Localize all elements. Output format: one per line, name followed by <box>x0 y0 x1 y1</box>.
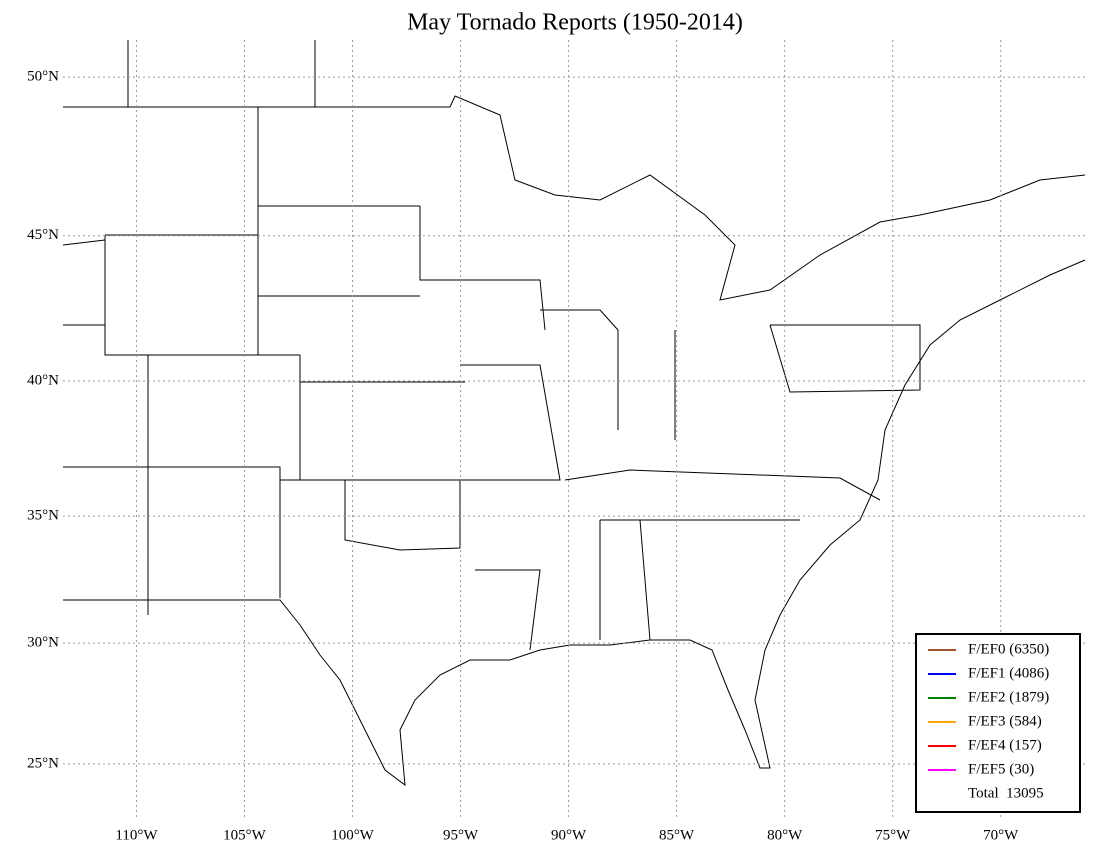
y-tick-label: 50°N <box>27 69 59 85</box>
x-tick-label: 75°W <box>875 827 911 843</box>
legend-label: F/EF4 (157) <box>968 737 1042 753</box>
y-tick-label: 40°N <box>27 372 59 388</box>
x-tick-label: 70°W <box>983 827 1019 843</box>
legend: F/EF0 (6350) F/EF1 (4086) F/EF2 (1879) F/EF… <box>915 633 1081 813</box>
y-tick-label: 30°N <box>27 635 59 651</box>
base-map <box>62 40 1086 787</box>
state-borders <box>62 40 921 651</box>
legend-label: F/EF5 (30) <box>968 761 1034 777</box>
x-tick-label: 105°W <box>223 827 266 843</box>
x-tick-label: 110°W <box>115 827 158 843</box>
x-tick-label: 85°W <box>659 827 695 843</box>
x-tick-label: 90°W <box>551 827 587 843</box>
x-tick-label: 80°W <box>767 827 803 843</box>
x-tick-label: 100°W <box>331 827 374 843</box>
chart-title: May Tornado Reports (1950-2014) <box>407 10 743 36</box>
y-tick-label: 25°N <box>27 755 59 771</box>
legend-label: F/EF2 (1879) <box>968 689 1049 705</box>
legend-label: F/EF3 (584) <box>968 713 1042 729</box>
y-tick-label: 35°N <box>27 508 59 524</box>
legend-label: F/EF0 (6350) <box>968 641 1049 657</box>
legend-label: F/EF1 (4086) <box>968 665 1049 681</box>
coastline-borders <box>63 95 1086 787</box>
y-tick-label: 45°N <box>27 227 59 243</box>
legend-total: Total 13095 <box>968 785 1044 801</box>
x-tick-label: 95°W <box>443 827 479 843</box>
